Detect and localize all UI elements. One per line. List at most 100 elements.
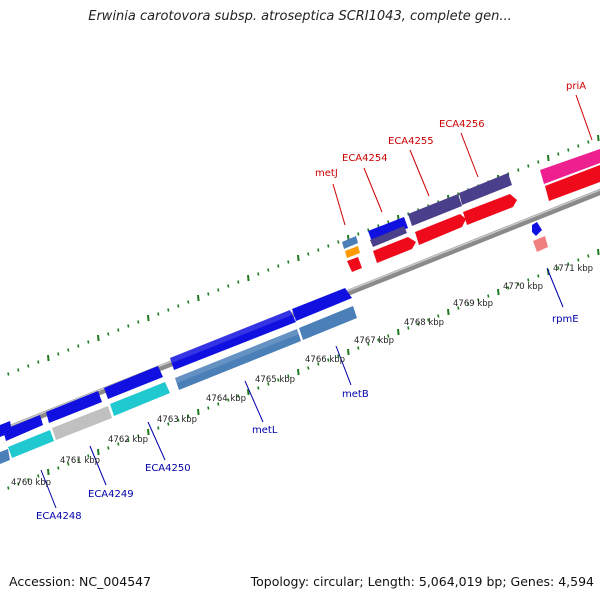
tick-major bbox=[497, 288, 500, 296]
feature-metj-c bbox=[347, 257, 362, 272]
tick-minor bbox=[117, 442, 120, 446]
tick-minor bbox=[17, 368, 20, 372]
tick-minor bbox=[307, 252, 310, 256]
tick-minor bbox=[107, 332, 110, 336]
shade-b bbox=[175, 329, 299, 383]
tick-minor bbox=[7, 372, 10, 376]
tick-minor bbox=[257, 386, 260, 390]
leader-eca4255 bbox=[409, 149, 430, 197]
tick-minor bbox=[67, 462, 70, 466]
kbp-label: 4762 kbp bbox=[108, 435, 148, 445]
tick-minor bbox=[407, 326, 410, 330]
gene-label-eca4255: ECA4255 bbox=[388, 136, 434, 147]
tick-major bbox=[47, 468, 50, 476]
tick-major bbox=[447, 308, 450, 316]
leader-pria bbox=[575, 94, 593, 141]
tick-minor bbox=[177, 304, 180, 308]
feature-eca4255-upper bbox=[408, 194, 462, 226]
tick-minor bbox=[117, 328, 120, 332]
tick-minor bbox=[217, 402, 220, 406]
leader-eca4254 bbox=[363, 167, 383, 213]
feature-eca4249-upper bbox=[3, 415, 43, 441]
kbp-label: 4764 kbp bbox=[206, 394, 246, 404]
tick-minor bbox=[387, 220, 390, 224]
feature-row-upper-a bbox=[0, 288, 352, 441]
tick-minor bbox=[237, 280, 240, 284]
tick-major bbox=[247, 274, 250, 282]
tick-minor bbox=[457, 306, 460, 310]
map-title: Erwinia carotovora subsp. atroseptica SC… bbox=[88, 9, 512, 24]
tick-minor bbox=[177, 418, 180, 422]
tick-minor bbox=[27, 478, 30, 482]
tick-minor bbox=[57, 352, 60, 356]
tick-minor bbox=[427, 318, 430, 322]
tick-minor bbox=[467, 302, 470, 306]
kbp-label: 4761 kbp bbox=[60, 456, 100, 466]
tick-minor bbox=[457, 192, 460, 196]
tick-major bbox=[297, 254, 300, 262]
tick-minor bbox=[337, 354, 340, 358]
tick-minor bbox=[37, 474, 40, 478]
kbp-label: 4760 kbp bbox=[11, 478, 51, 488]
tick-major bbox=[147, 314, 150, 322]
feature-metb-lower bbox=[299, 306, 357, 340]
feature-metl-upper bbox=[170, 310, 296, 370]
kbp-label: 4771 kbp bbox=[553, 264, 593, 274]
tick-minor bbox=[77, 344, 80, 348]
feature-eca4254-mid bbox=[370, 226, 407, 247]
tick-minor bbox=[137, 434, 140, 438]
tick-minor bbox=[507, 286, 510, 290]
tick-minor bbox=[487, 294, 490, 298]
feature-eca4250-lower bbox=[110, 382, 170, 416]
feature-eca4256-red bbox=[463, 194, 517, 225]
feature-metl-lower bbox=[175, 329, 301, 390]
tick-minor bbox=[437, 314, 440, 318]
tick-minor bbox=[217, 288, 220, 292]
feature-metj-b bbox=[345, 246, 360, 258]
feature-shading bbox=[170, 310, 299, 383]
leader-rpme bbox=[546, 267, 564, 308]
feature-rpme-salmon bbox=[533, 236, 548, 252]
tick-minor bbox=[517, 282, 520, 286]
tick-minor bbox=[227, 284, 230, 288]
tick-minor bbox=[277, 378, 280, 382]
tick-minor bbox=[37, 360, 40, 364]
tick-minor bbox=[577, 258, 580, 262]
tick-rail-outer bbox=[7, 134, 600, 376]
shade-a bbox=[170, 310, 292, 363]
feature-eca4249-lower bbox=[8, 430, 54, 458]
tick-minor bbox=[57, 466, 60, 470]
tick-minor bbox=[187, 414, 190, 418]
feature-eca4256-upper bbox=[459, 173, 512, 205]
kbp-label: 4770 kbp bbox=[503, 282, 543, 292]
tick-major bbox=[97, 334, 100, 342]
tick-minor bbox=[587, 254, 590, 258]
tick-minor bbox=[527, 164, 530, 168]
tick-minor bbox=[87, 340, 90, 344]
feature-metb-upper bbox=[292, 288, 352, 321]
tick-minor bbox=[167, 422, 170, 426]
tick-minor bbox=[77, 458, 80, 462]
tick-minor bbox=[277, 264, 280, 268]
tick-major bbox=[397, 328, 400, 336]
kbp-label: 4767 kbp bbox=[354, 336, 394, 346]
tick-minor bbox=[127, 324, 130, 328]
tick-minor bbox=[207, 406, 210, 410]
leader-metb bbox=[335, 345, 352, 386]
tick-minor bbox=[157, 426, 160, 430]
tick-minor bbox=[227, 398, 230, 402]
tick-major bbox=[147, 428, 150, 436]
tick-minor bbox=[387, 334, 390, 338]
kbp-label: 4763 kbp bbox=[157, 415, 197, 425]
feature-pria-pink bbox=[540, 149, 600, 184]
tick-minor bbox=[357, 232, 360, 236]
tick-minor bbox=[287, 260, 290, 264]
topology-label: Topology: circular; Length: 5,064,019 bp… bbox=[250, 574, 594, 589]
feature-pria-red bbox=[545, 165, 600, 201]
tick-minor bbox=[317, 248, 320, 252]
tick-minor bbox=[477, 298, 480, 302]
feature-gray-lower bbox=[52, 406, 112, 440]
tick-minor bbox=[327, 358, 330, 362]
tick-minor bbox=[357, 346, 360, 350]
